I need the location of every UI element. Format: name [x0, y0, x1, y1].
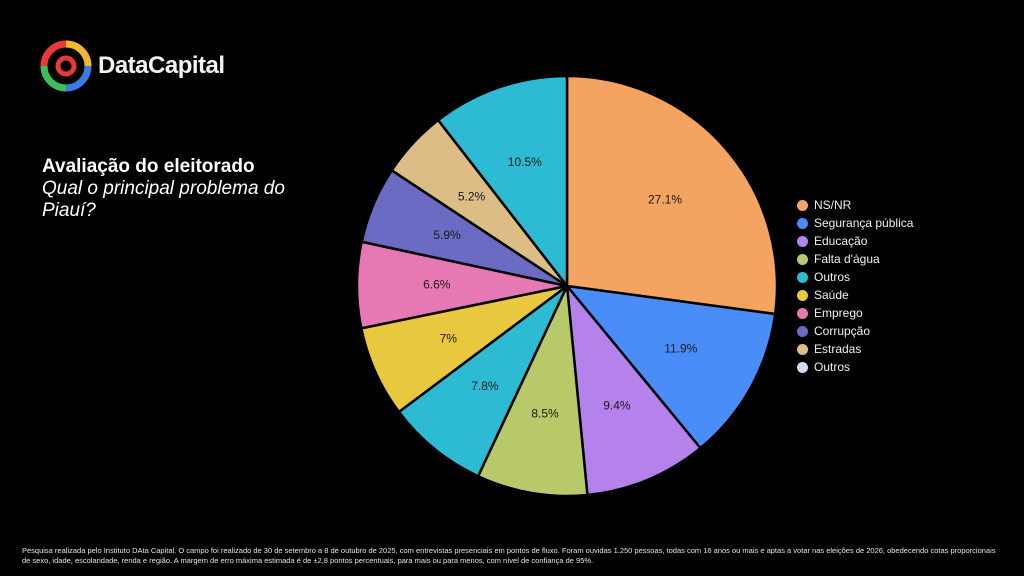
legend-swatch-icon — [797, 217, 808, 229]
legend-label: Corrupção — [814, 324, 871, 338]
pie-slice-4 — [476, 284, 589, 498]
legend-item: Outros — [797, 268, 913, 286]
slice-label-6: 7% — [440, 332, 458, 346]
legend-label: Segurança pública — [814, 216, 914, 230]
legend-item: Estradas — [797, 340, 913, 358]
legend-item: Emprego — [797, 304, 913, 322]
legend-label: Outros — [814, 360, 851, 374]
legend-swatch-icon — [797, 289, 808, 301]
legend-item: Saúde — [797, 286, 913, 304]
pie-slice-10 — [436, 74, 569, 288]
chart-heading: Avaliação do eleitorado Qual o principal… — [42, 156, 302, 222]
slice-label-8: 5.9% — [433, 228, 461, 242]
slice-label-3: 9.4% — [603, 398, 631, 412]
pie-slice-1 — [565, 74, 779, 316]
legend-label: NS/NR — [814, 198, 852, 212]
legend-item: NS/NR — [797, 196, 913, 214]
legend-swatch-icon — [797, 199, 808, 211]
brand-logo: DataCapital — [40, 40, 225, 92]
slice-label-9: 5.2% — [458, 190, 486, 204]
slice-label-10: 10.5% — [508, 155, 542, 169]
slice-label-2: 11.9% — [664, 341, 697, 355]
legend-swatch-icon — [797, 361, 808, 373]
legend-label: Emprego — [814, 306, 863, 320]
slice-label-5: 7.8% — [471, 379, 499, 393]
survey-footnote: Pesquisa realizada pelo Instituto DAta C… — [22, 546, 996, 565]
brand-name: DataCapital — [98, 52, 225, 79]
legend-item: Educação — [797, 232, 913, 250]
legend-label: Educação — [814, 234, 868, 248]
pie-slice-3 — [565, 284, 702, 497]
legend-label: Saúde — [814, 288, 849, 302]
legend-swatch-icon — [797, 325, 808, 337]
legend-swatch-icon — [797, 253, 808, 265]
pie-slice-2 — [565, 284, 777, 450]
pie-slice-5 — [397, 284, 569, 478]
legend-swatch-icon — [797, 271, 808, 283]
slice-label-1: 27.1% — [648, 192, 682, 206]
datacapital-logo-icon — [40, 40, 92, 92]
legend-label: Falta d'água — [814, 252, 880, 266]
slice-label-7: 6.6% — [423, 278, 451, 292]
legend-swatch-icon — [797, 343, 808, 355]
legend-item: Segurança pública — [797, 214, 913, 232]
legend-swatch-icon — [797, 235, 808, 247]
legend-label: Outros — [814, 270, 851, 284]
legend-swatch-icon — [797, 307, 808, 319]
legend-label: Estradas — [814, 342, 862, 356]
legend-item: Outros — [797, 358, 913, 376]
slice-label-4: 8.5% — [531, 406, 559, 420]
legend-item: Corrupção — [797, 322, 913, 340]
chart-subtitle: Qual o principal problema do Piauí? — [42, 178, 285, 221]
legend-item: Falta d'água — [797, 250, 913, 268]
chart-legend: NS/NR Segurança pública Educação Falta d'ág… — [797, 196, 913, 376]
chart-title: Avaliação do eleitorado — [42, 156, 255, 177]
